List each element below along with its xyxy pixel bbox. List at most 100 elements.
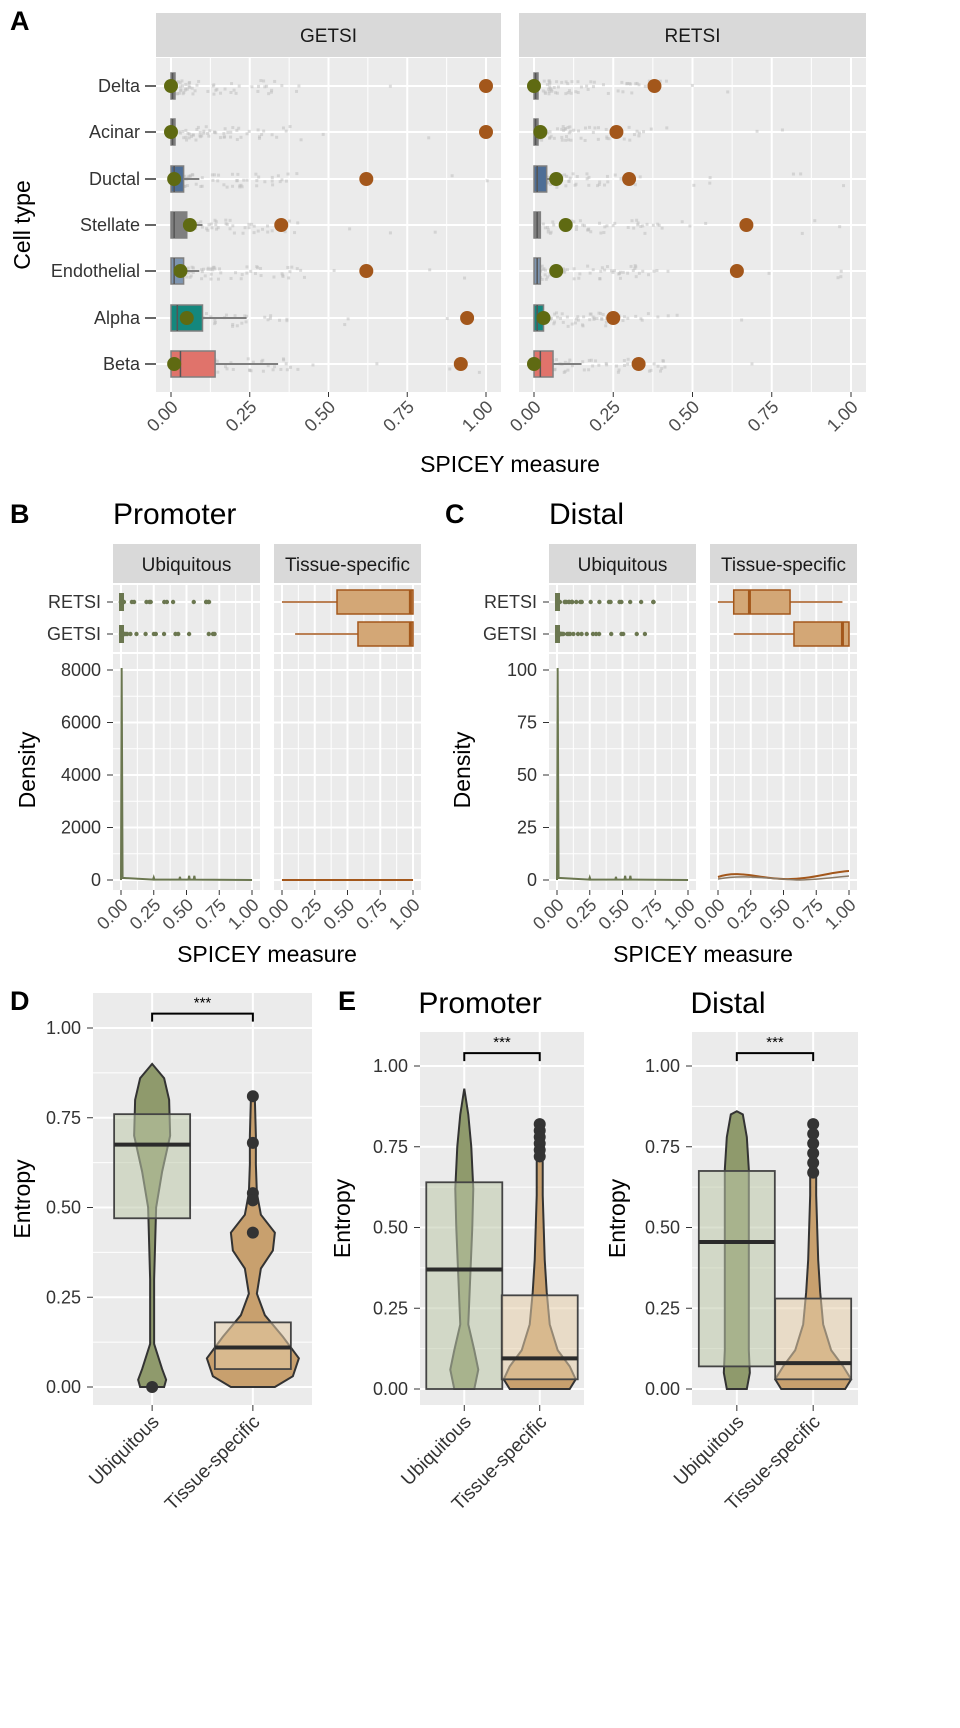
jitter-point	[626, 225, 630, 229]
jitter-point	[575, 224, 579, 228]
outlier-point	[143, 631, 148, 637]
jitter-point	[231, 126, 235, 130]
jitter-point	[299, 268, 303, 272]
outlier-point	[571, 631, 576, 637]
y-tick-label: 0.75	[645, 1137, 680, 1157]
jitter-point	[645, 222, 649, 226]
x-tick-label: 0.50	[158, 895, 197, 934]
jitter-point	[842, 184, 846, 188]
jitter-point	[548, 130, 552, 134]
outlier-point	[807, 1137, 820, 1150]
jitter-point	[572, 128, 576, 132]
jitter-point	[268, 316, 272, 320]
jitter-point	[388, 231, 392, 235]
jitter-point	[219, 271, 223, 275]
jitter-point	[604, 324, 608, 328]
jitter-point	[285, 368, 289, 372]
jitter-point	[600, 266, 604, 270]
x-tick-label: 1.00	[224, 895, 263, 934]
outlier-point	[203, 599, 209, 605]
outlier-point	[627, 599, 633, 605]
jitter-point	[647, 79, 651, 83]
jitter-point	[448, 367, 452, 371]
jitter-point	[542, 267, 546, 271]
jitter-point	[269, 314, 273, 318]
jitter-point	[568, 176, 572, 180]
jitter-point	[237, 84, 241, 88]
jitter-point	[750, 362, 754, 366]
jitter-point	[582, 315, 586, 319]
orange-point	[479, 125, 493, 139]
jitter-point	[463, 276, 467, 280]
significance-bracket	[463, 1052, 541, 1062]
jitter-point	[183, 174, 187, 178]
jitter-point	[568, 125, 572, 129]
jitter-point	[288, 125, 292, 129]
jitter-point	[175, 92, 179, 96]
facet-strip	[113, 544, 260, 583]
panel-letter-e: E	[338, 986, 356, 1016]
jitter-point	[236, 172, 240, 176]
jitter-point	[542, 79, 546, 83]
jitter-point	[210, 173, 214, 177]
jitter-point	[545, 83, 549, 87]
y-axis-title: Entropy	[329, 1178, 355, 1258]
jitter-point	[560, 135, 564, 139]
jitter-point	[634, 82, 638, 86]
outlier-point	[575, 631, 581, 637]
x-tick-label: Ubiquitous	[85, 1412, 163, 1490]
x-tick-label: 0.75	[379, 397, 418, 436]
green-point	[164, 125, 178, 139]
jitter-point	[562, 370, 566, 374]
jitter-point	[252, 224, 256, 228]
jitter-point	[228, 218, 232, 222]
jitter-point	[232, 231, 236, 235]
jitter-point	[656, 315, 660, 319]
jitter-point	[576, 315, 580, 319]
jitter-point	[259, 274, 263, 278]
jitter-point	[547, 92, 551, 96]
x-tick-label: 0.50	[594, 895, 633, 934]
jitter-point	[657, 223, 661, 227]
jitter-point	[563, 127, 567, 131]
jitter-point	[200, 176, 204, 180]
jitter-point	[643, 84, 647, 88]
outlier-point	[574, 599, 579, 605]
y-tick-label: Beta	[103, 354, 141, 374]
jitter-point	[663, 365, 667, 369]
jitter-point	[541, 222, 545, 226]
jitter-point	[599, 231, 603, 235]
orange-point	[479, 79, 493, 93]
box	[357, 621, 414, 647]
jitter-point	[589, 230, 593, 234]
jitter-point	[543, 273, 547, 277]
jitter-point	[726, 90, 730, 94]
jitter-point	[217, 173, 221, 177]
outlier-point	[579, 631, 584, 637]
jitter-point	[213, 267, 217, 271]
significance-bracket	[151, 1012, 254, 1022]
jitter-point	[209, 267, 213, 271]
outlier-point	[566, 599, 571, 605]
jitter-point	[589, 312, 593, 316]
jitter-point	[280, 178, 284, 182]
jitter-point	[266, 224, 270, 228]
jitter-point	[565, 174, 569, 178]
jitter-point	[181, 129, 185, 133]
jitter-point	[592, 80, 596, 84]
outlier-point	[807, 1147, 820, 1160]
jitter-point	[191, 133, 195, 137]
jitter-point	[647, 369, 651, 373]
y-tick-label: 0.75	[373, 1137, 408, 1157]
jitter-point	[243, 226, 247, 230]
outlier-point	[565, 631, 570, 637]
jitter-point	[836, 276, 840, 280]
outlier-point	[246, 1226, 259, 1239]
outlier-point	[246, 1090, 259, 1103]
jitter-point	[216, 370, 220, 374]
jitter-point	[279, 367, 283, 371]
jitter-point	[578, 219, 582, 223]
jitter-point	[598, 221, 602, 225]
jitter-point	[284, 362, 288, 366]
x-tick-label: 0.50	[300, 397, 339, 436]
